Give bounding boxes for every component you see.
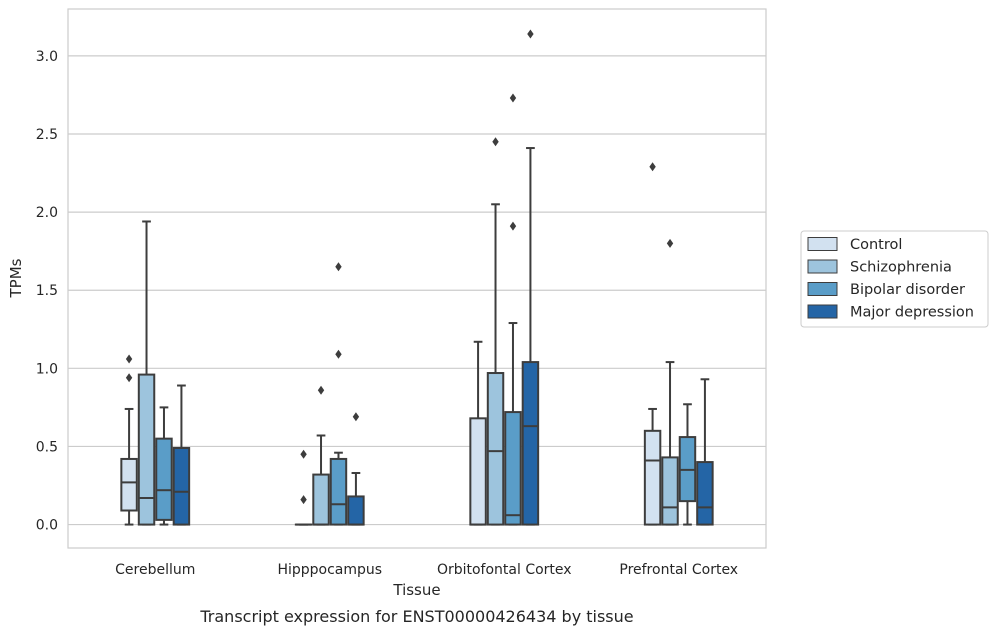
- box: [348, 496, 363, 524]
- chart-caption: Transcript expression for ENST0000042643…: [199, 607, 633, 626]
- legend-swatch: [808, 305, 837, 318]
- x-tick-label: Cerebellum: [115, 562, 195, 578]
- legend-swatch: [808, 260, 837, 273]
- x-tick-label: Hipppocampus: [277, 562, 382, 578]
- y-tick-label: 2.0: [36, 205, 58, 221]
- y-tick-label: 2.5: [36, 127, 58, 143]
- legend-label: Control: [850, 237, 902, 253]
- x-tick-label: Prefrontal Cortex: [619, 562, 738, 578]
- box: [121, 459, 136, 511]
- legend-swatch: [808, 238, 837, 251]
- legend-label: Major depression: [850, 305, 974, 321]
- box: [645, 431, 660, 525]
- box: [174, 448, 189, 525]
- y-tick-label: 0.0: [36, 518, 58, 534]
- box: [662, 457, 677, 524]
- legend-label: Bipolar disorder: [850, 282, 965, 298]
- box: [523, 362, 538, 524]
- y-tick-label: 1.0: [36, 361, 58, 377]
- box: [139, 375, 154, 525]
- box: [331, 459, 346, 525]
- legend-swatch: [808, 283, 837, 296]
- legend: Control Schizophrenia Bipolar disorder Majo…: [801, 231, 988, 327]
- y-tick-label: 0.5: [36, 439, 58, 455]
- y-axis-ticks: 0.0 0.5 1.0 1.5 2.0 2.5 3.0: [36, 49, 58, 534]
- x-axis-label: Tissue: [392, 581, 440, 599]
- box: [313, 475, 328, 525]
- box: [156, 439, 171, 520]
- x-tick-label: Orbitofontal Cortex: [437, 562, 572, 578]
- y-tick-label: 3.0: [36, 49, 58, 65]
- box: [505, 412, 520, 524]
- y-axis-label: TPMs: [7, 258, 25, 298]
- box: [697, 462, 712, 524]
- x-axis-ticks: Cerebellum Hipppocampus Orbitofontal Corte…: [115, 562, 738, 578]
- box: [488, 373, 503, 525]
- y-tick-label: 1.5: [36, 283, 58, 299]
- box: [470, 418, 485, 524]
- legend-label: Schizophrenia: [850, 260, 952, 276]
